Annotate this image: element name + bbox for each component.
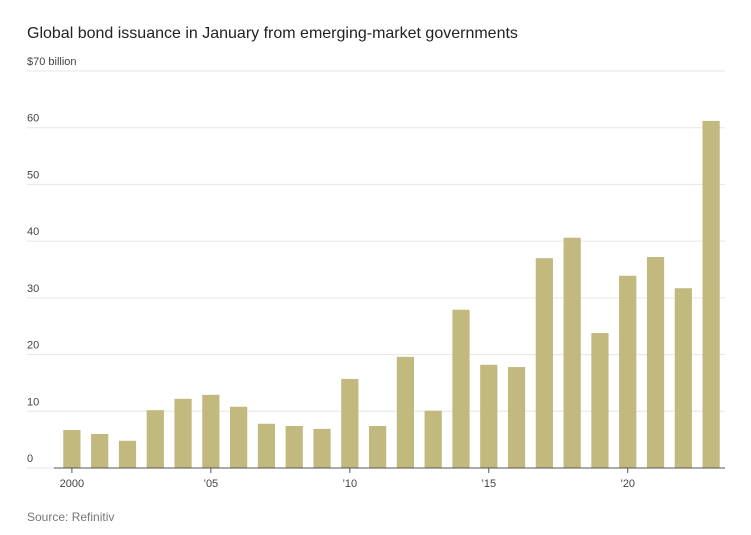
bar (118, 440, 137, 468)
bar (424, 410, 442, 468)
y-tick-label: 40 (27, 226, 39, 238)
x-tick-label: ’05 (204, 478, 219, 490)
bar (368, 426, 387, 468)
x-tick-label: ’10 (342, 478, 357, 490)
bar (313, 428, 331, 468)
bar (452, 309, 470, 468)
x-tick-label: 2000 (60, 478, 84, 490)
bar (480, 364, 498, 468)
y-tick-label: 30 (27, 283, 39, 295)
bar (507, 367, 526, 468)
x-tick-label: ’15 (481, 478, 496, 490)
bar (341, 378, 359, 468)
bar (619, 275, 637, 468)
bar (535, 258, 553, 468)
bar (174, 398, 192, 468)
bar (285, 426, 303, 468)
y-tick-label: 20 (27, 340, 39, 352)
source-note: Source: Refinitiv (27, 510, 114, 524)
bar (91, 433, 109, 468)
y-tick-label: 50 (27, 169, 39, 181)
y-tick-label: 10 (27, 396, 39, 408)
bar (591, 333, 609, 468)
bar (230, 406, 248, 468)
bar (63, 430, 81, 468)
chart-title: Global bond issuance in January from eme… (27, 25, 518, 42)
bar (396, 356, 415, 468)
bar (702, 120, 720, 468)
bar (202, 394, 220, 468)
bar (257, 423, 276, 468)
bar (146, 410, 164, 468)
bar (646, 257, 665, 468)
x-tick-label: ’20 (620, 478, 635, 490)
y-tick-label: 0 (27, 453, 33, 465)
bar (563, 237, 581, 468)
y-tick-label: 60 (27, 113, 39, 125)
y-tick-label: $70 billion (27, 56, 77, 68)
bar (674, 288, 692, 468)
